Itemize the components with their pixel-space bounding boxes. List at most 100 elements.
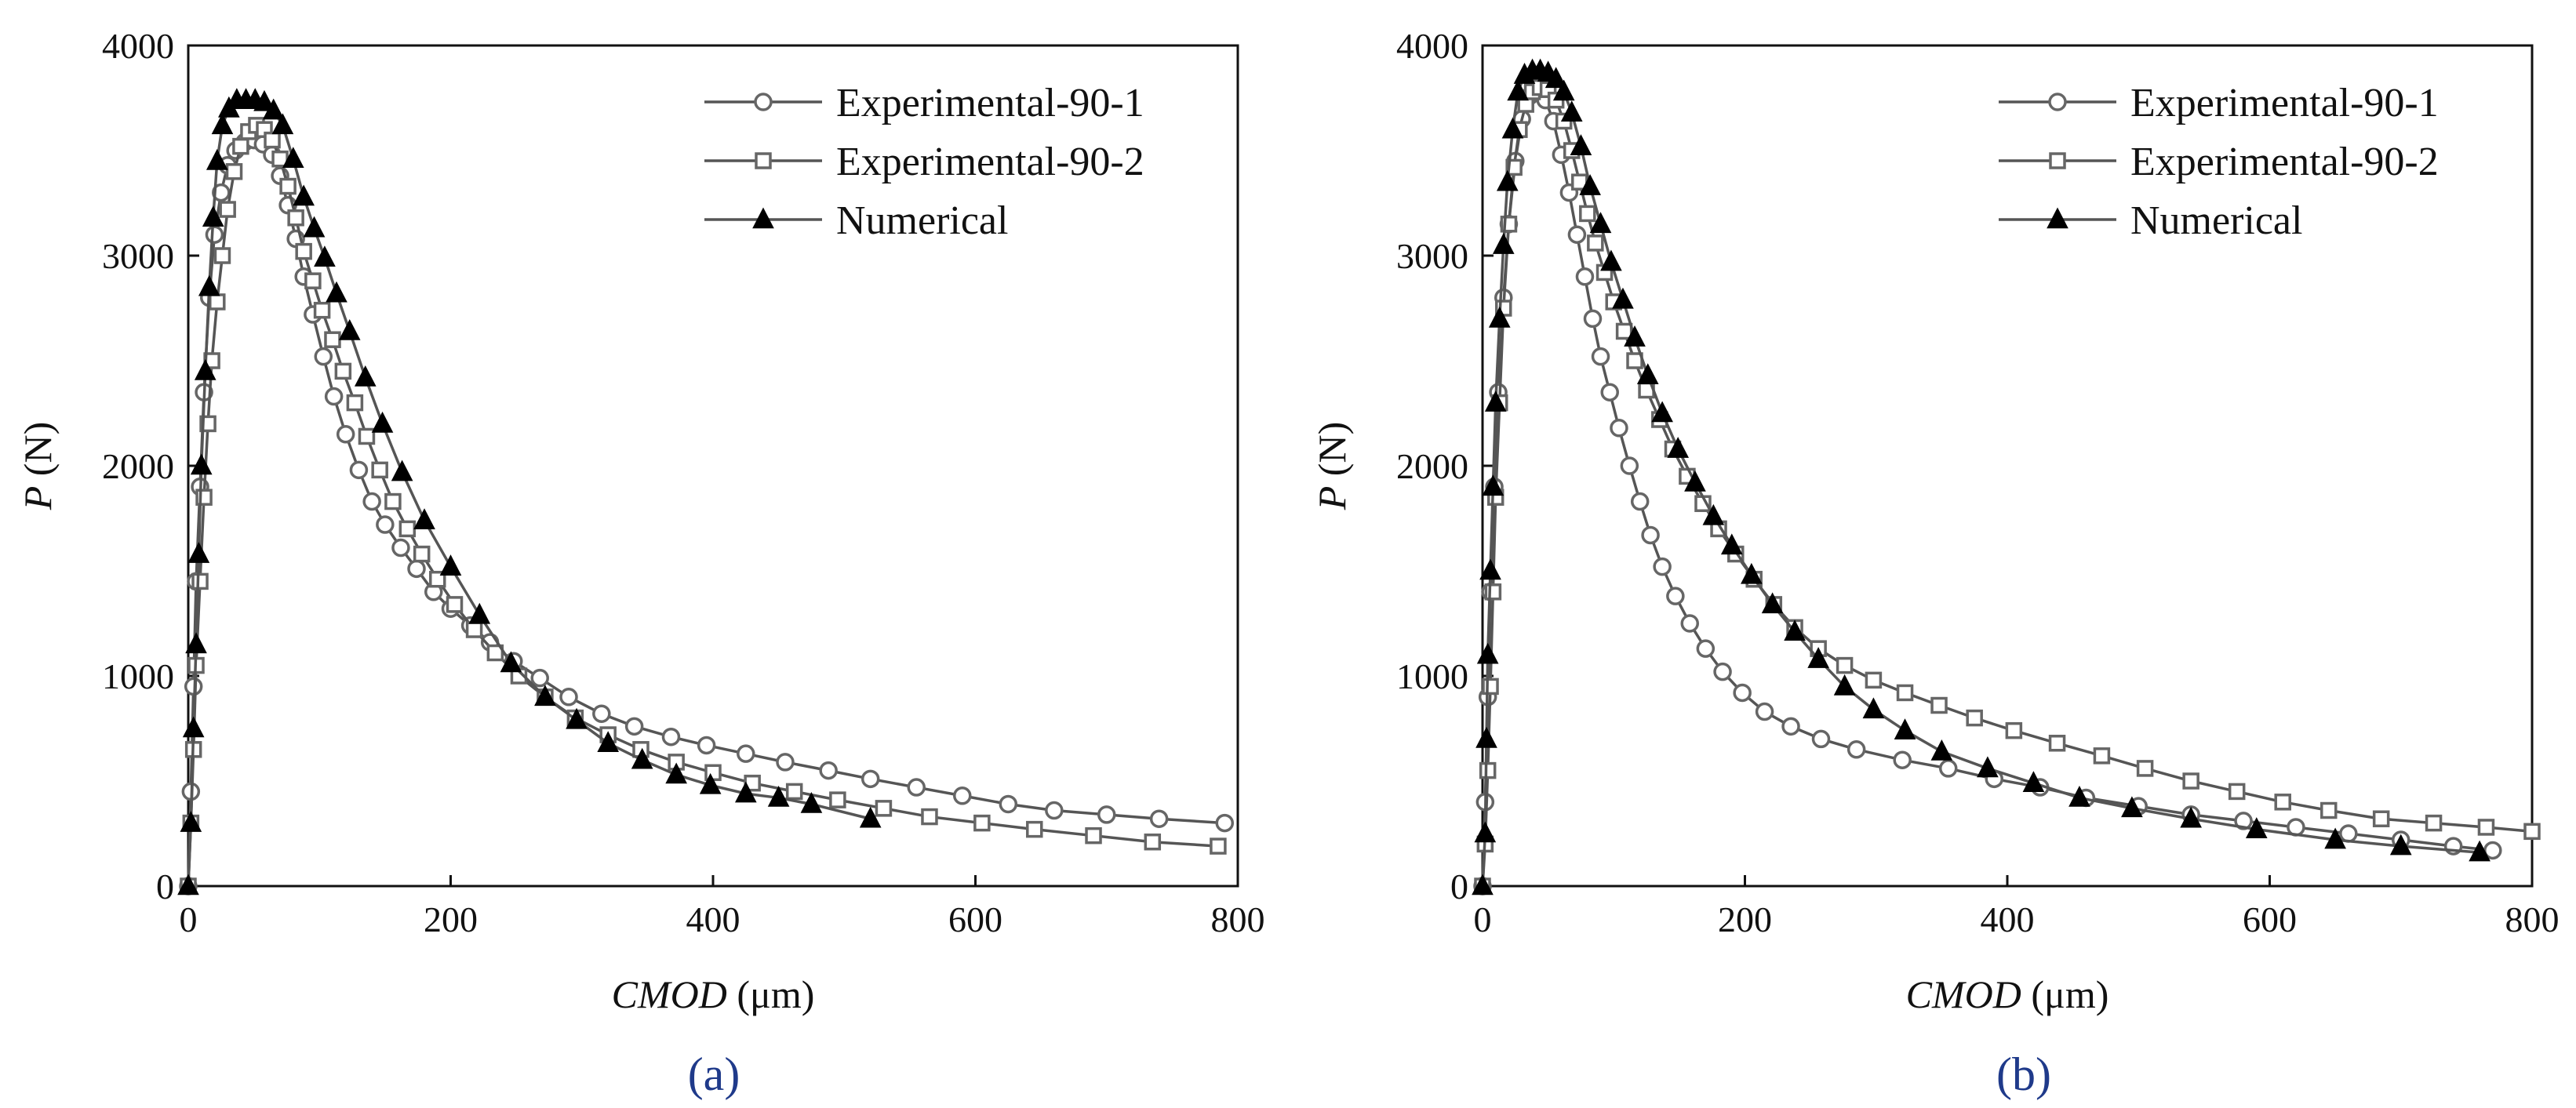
x-tick-label: 400 bbox=[686, 899, 740, 939]
data-point bbox=[313, 301, 331, 319]
data-point bbox=[2048, 735, 2066, 752]
data-point bbox=[1938, 759, 1958, 778]
data-point bbox=[734, 781, 757, 803]
x-tick-label: 800 bbox=[1211, 899, 1265, 939]
data-point bbox=[2339, 824, 2358, 843]
data-point bbox=[2022, 771, 2045, 792]
data-point bbox=[1475, 726, 1497, 748]
x-axis-label: CMOD (μm) bbox=[612, 972, 815, 1016]
data-point bbox=[800, 791, 823, 813]
data-point bbox=[225, 163, 243, 180]
data-point bbox=[1488, 306, 1511, 328]
data-point bbox=[1862, 697, 1885, 719]
data-point bbox=[314, 245, 336, 267]
data-point bbox=[631, 747, 653, 769]
y-tick-label: 1000 bbox=[102, 656, 174, 696]
data-point bbox=[1579, 174, 1601, 195]
legend: Experimental-90-1 Experimental-90-2 Numeri… bbox=[704, 81, 1144, 243]
data-point bbox=[398, 520, 417, 538]
data-point bbox=[1575, 267, 1595, 286]
data-point bbox=[1144, 833, 1162, 851]
data-point bbox=[566, 707, 588, 729]
data-point bbox=[1977, 756, 1999, 778]
data-point bbox=[559, 688, 578, 707]
data-point bbox=[232, 137, 249, 155]
data-point bbox=[314, 347, 333, 366]
data-point bbox=[324, 331, 341, 348]
legend-marker bbox=[755, 152, 772, 169]
data-point bbox=[2068, 785, 2090, 807]
data-point bbox=[212, 183, 231, 202]
data-point bbox=[1149, 809, 1169, 828]
y-tick-label: 2000 bbox=[1396, 446, 1468, 486]
data-point bbox=[597, 731, 620, 753]
data-point bbox=[1587, 234, 1604, 252]
data-point bbox=[819, 761, 838, 780]
data-point bbox=[324, 387, 344, 406]
data-point bbox=[279, 177, 297, 195]
data-point bbox=[1893, 750, 1912, 769]
data-point bbox=[859, 806, 882, 828]
data-point bbox=[767, 785, 790, 807]
data-point bbox=[1545, 67, 1567, 89]
data-point bbox=[1696, 639, 1716, 658]
data-point bbox=[219, 201, 236, 218]
data-point bbox=[253, 89, 275, 111]
data-point bbox=[624, 717, 644, 736]
data-point bbox=[530, 668, 549, 688]
y-tick-label: 1000 bbox=[1396, 656, 1468, 696]
legend-label: Numerical bbox=[2130, 198, 2302, 243]
data-point bbox=[1720, 533, 1743, 555]
data-point bbox=[1624, 325, 1646, 347]
data-point bbox=[326, 281, 347, 303]
data-point bbox=[776, 753, 795, 772]
data-point bbox=[465, 621, 483, 638]
data-point bbox=[264, 131, 281, 149]
data-point bbox=[704, 764, 722, 782]
data-point bbox=[191, 572, 209, 590]
data-point bbox=[182, 716, 205, 738]
data-point bbox=[209, 293, 226, 311]
data-point bbox=[999, 794, 1018, 814]
data-point bbox=[1836, 656, 1854, 674]
data-point bbox=[1482, 678, 1499, 696]
data-point bbox=[2093, 747, 2111, 765]
data-point bbox=[1210, 837, 1227, 855]
data-point bbox=[785, 783, 803, 801]
data-point bbox=[1610, 419, 1628, 438]
data-point bbox=[2483, 841, 2502, 860]
data-point bbox=[304, 272, 322, 289]
data-point bbox=[1755, 702, 1774, 721]
x-tick-label: 200 bbox=[1718, 899, 1772, 939]
data-point bbox=[194, 358, 216, 380]
data-point bbox=[1811, 729, 1831, 749]
data-point bbox=[1484, 391, 1507, 412]
data-point bbox=[1684, 470, 1706, 492]
data-point bbox=[205, 225, 224, 244]
legend-label: Numerical bbox=[836, 198, 1008, 243]
data-point bbox=[2320, 801, 2338, 819]
data-point bbox=[2523, 823, 2541, 841]
data-point bbox=[1591, 347, 1610, 366]
data-point bbox=[2425, 814, 2443, 832]
data-point bbox=[953, 786, 972, 805]
data-point bbox=[295, 242, 312, 260]
data-point bbox=[371, 461, 388, 479]
data-point bbox=[407, 559, 426, 579]
legend-marker bbox=[2047, 207, 2068, 229]
data-point bbox=[349, 460, 369, 480]
legend-marker bbox=[2049, 152, 2066, 169]
data-point bbox=[202, 205, 224, 227]
data-point bbox=[1702, 503, 1725, 525]
data-point bbox=[2005, 721, 2023, 739]
data-point bbox=[973, 814, 991, 832]
y-axis-label: P (N) bbox=[1310, 422, 1354, 510]
data-point bbox=[198, 274, 220, 296]
data-point bbox=[1474, 821, 1497, 843]
data-point bbox=[206, 148, 228, 170]
data-point bbox=[1579, 205, 1596, 223]
data-point bbox=[2245, 817, 2268, 838]
y-tick-label: 4000 bbox=[1396, 26, 1468, 66]
legend-marker bbox=[752, 207, 774, 229]
